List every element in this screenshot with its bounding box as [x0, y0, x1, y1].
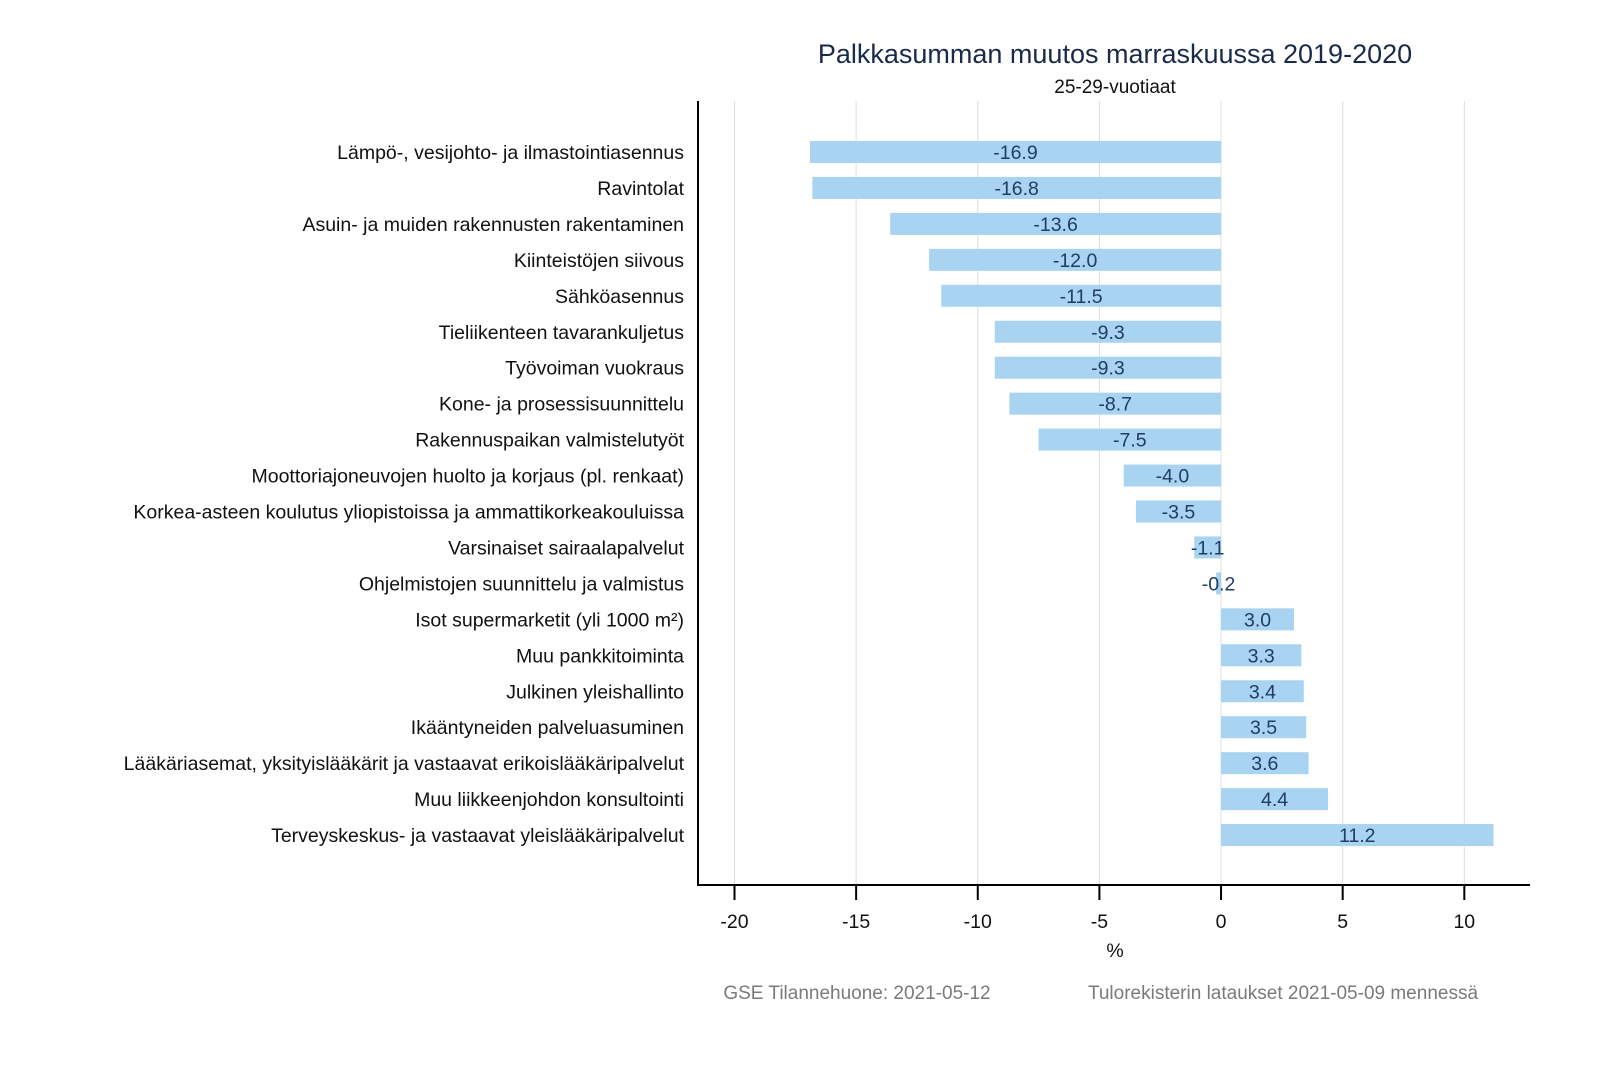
- bar: [1221, 824, 1494, 847]
- x-axis-label: %: [1106, 940, 1123, 962]
- category-label: Lämpö-, vesijohto- ja ilmastointiasennus: [337, 142, 684, 164]
- bar: [809, 141, 1222, 163]
- category-label: Muu pankkitoiminta: [516, 645, 684, 667]
- bar-value-label: -4.0: [1156, 466, 1190, 488]
- bar-value-label: 4.4: [1261, 789, 1288, 811]
- x-tick-label: -5: [1091, 911, 1108, 933]
- category-label: Moottoriajoneuvojen huolto ja korjaus (p…: [252, 466, 685, 488]
- category-label: Kone- ja prosessisuunnittelu: [439, 394, 684, 416]
- footer-source-date: GSE Tilannehuone: 2021-05-12: [723, 983, 990, 1004]
- bar-value-label: 3.6: [1251, 753, 1278, 775]
- bar: [1009, 392, 1222, 415]
- category-label: Isot supermarketit (yli 1000 m²): [415, 609, 684, 631]
- footer-data-cutoff: Tulorekisterin lataukset 2021-05-09 menn…: [1088, 983, 1478, 1004]
- bar-value-label: 3.0: [1244, 609, 1271, 631]
- bar-value-label: 3.4: [1249, 681, 1276, 703]
- category-label: Kiinteistöjen siivous: [514, 250, 684, 272]
- category-label: Korkea-asteen koulutus yliopistoissa ja …: [133, 502, 684, 524]
- bar: [1194, 536, 1222, 559]
- bar: [1038, 428, 1222, 451]
- bar: [1221, 608, 1295, 631]
- bar: [1135, 500, 1222, 523]
- bar-value-label: -11.5: [1060, 286, 1103, 308]
- bar: [1221, 752, 1309, 775]
- bar-value-label: -7.5: [1113, 430, 1147, 452]
- bar: [1221, 716, 1307, 739]
- bar-value-label: -3.5: [1162, 502, 1196, 524]
- bar-value-label: 3.3: [1248, 645, 1275, 667]
- bars: [809, 141, 1494, 847]
- bar: [1221, 788, 1329, 811]
- category-label: Muu liikkeenjohdon konsultointi: [414, 789, 684, 811]
- x-axis-ticks: -20 -15 -10 -5 0 5 10: [720, 885, 1475, 933]
- category-label: Ohjelmistojen suunnittelu ja valmistus: [359, 573, 684, 595]
- bar: [1216, 572, 1222, 595]
- bar: [890, 212, 1222, 235]
- bar-value-label: 11.2: [1339, 825, 1376, 847]
- bar-value-label: -16.8: [994, 178, 1038, 200]
- bar: [994, 320, 1222, 343]
- bar-value-label: -9.3: [1091, 358, 1125, 380]
- chart-subtitle: 25-29-vuotiaat: [1054, 77, 1176, 98]
- bar-value-label: -13.6: [1033, 214, 1077, 236]
- bar: [929, 248, 1222, 271]
- category-label: Asuin- ja muiden rakennusten rakentamine…: [302, 214, 684, 236]
- bar-value-label: -1.1: [1191, 537, 1225, 559]
- category-label: Terveyskeskus- ja vastaavat yleislääkäri…: [271, 825, 685, 847]
- x-tick-label: 0: [1216, 911, 1227, 933]
- bar: [1221, 644, 1302, 667]
- category-label: Sähköasennus: [555, 286, 684, 308]
- bar-value-label: -8.7: [1098, 394, 1132, 416]
- x-tick-label: -20: [720, 911, 748, 933]
- category-label: Ravintolat: [597, 178, 684, 200]
- category-label: Rakennuspaikan valmistelutyöt: [415, 430, 684, 452]
- category-label: Tieliikenteen tavarankuljetus: [439, 322, 685, 344]
- bar: [941, 284, 1222, 307]
- x-tick-label: -10: [964, 911, 992, 933]
- bar-value-label: 3.5: [1250, 717, 1277, 739]
- bar: [1221, 680, 1304, 703]
- bar: [994, 356, 1222, 379]
- category-label: Julkinen yleishallinto: [506, 681, 684, 703]
- category-label: Varsinaiset sairaalapalvelut: [448, 537, 685, 559]
- bar-value-label: -16.9: [993, 142, 1037, 164]
- chart-title: Palkkasumman muutos marraskuussa 2019-20…: [818, 39, 1412, 69]
- bar: [812, 176, 1222, 199]
- bar-value-label: -12.0: [1053, 250, 1098, 272]
- category-label: Lääkäriasemat, yksityislääkärit ja vasta…: [124, 753, 685, 775]
- bar-value-labels: -16.9 -16.8 -13.6 -12.0 -11.5 -9.3 -9.3 -8.7 -7.…: [993, 142, 1375, 847]
- bar-value-label: -0.2: [1202, 573, 1236, 595]
- category-labels: Lämpö-, vesijohto- ja ilmastointiasennus…: [124, 142, 685, 847]
- x-tick-label: 5: [1337, 911, 1348, 933]
- x-tick-label: 10: [1453, 911, 1475, 933]
- category-label: Työvoiman vuokraus: [505, 358, 684, 380]
- category-label: Ikääntyneiden palveluasuminen: [411, 717, 684, 739]
- bar: [1123, 464, 1222, 487]
- x-tick-label: -15: [842, 911, 870, 933]
- bar-value-label: -9.3: [1091, 322, 1125, 344]
